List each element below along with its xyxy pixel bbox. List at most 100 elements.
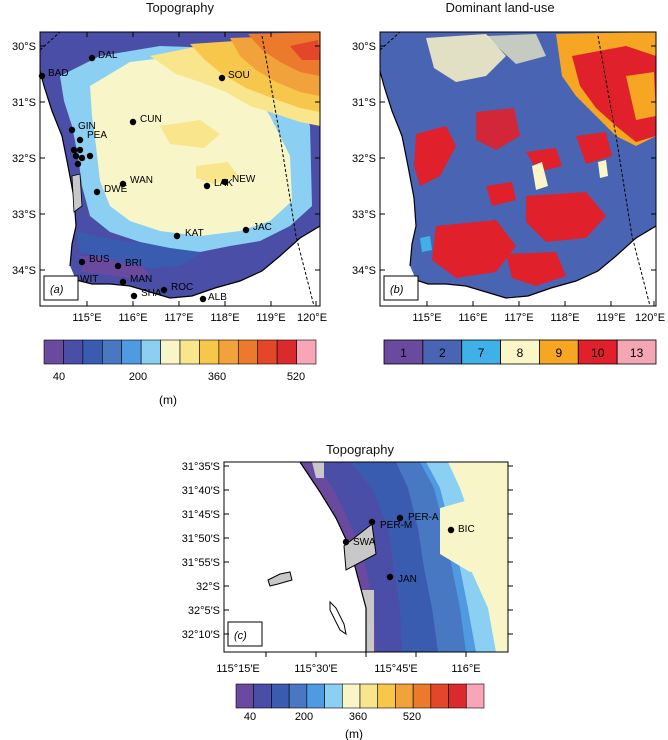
svg-text:33°S: 33°S (12, 209, 36, 221)
svg-text:32°S: 32°S (352, 153, 376, 165)
svg-text:SWA: SWA (353, 537, 376, 548)
svg-text:ROC: ROC (171, 282, 193, 293)
svg-text:119°E: 119°E (256, 312, 285, 324)
panel-c-colorbar (235, 683, 485, 709)
station-cun: CUN (129, 114, 162, 126)
svg-text:33°S: 33°S (352, 209, 376, 221)
panel-c-stations: PER-A PER-M BIC SWA JAN (342, 512, 475, 585)
colorbar-a-swatch (179, 339, 200, 365)
station-jan: JAN (386, 573, 417, 585)
panel-a-map: DAL BAD SOU CUN GIN PEA WAN DWE LAK NEW … (12, 31, 327, 407)
colorbar-a-swatch (296, 339, 317, 365)
panel-a-title: Topography (146, 0, 214, 15)
cbar-a-unit: (m) (159, 393, 177, 407)
panel-b-title: Dominant land-use (445, 0, 555, 15)
svg-text:WAN: WAN (130, 175, 153, 186)
svg-text:DAL: DAL (98, 50, 118, 61)
svg-text:30°S: 30°S (12, 41, 36, 53)
svg-text:117°E: 117°E (504, 312, 533, 324)
cbar-c-label-360: 360 (349, 711, 367, 723)
station-pea: PEA (76, 130, 107, 144)
colorbar-c-swatch (288, 683, 308, 709)
station-bic: BIC (447, 524, 475, 535)
landuse-label: 9 (556, 346, 563, 360)
colorbar-c-swatch (377, 683, 396, 709)
svg-text:ALB: ALB (208, 292, 227, 303)
colorbar-c-swatch (430, 683, 449, 709)
svg-text:31°55′S: 31°55′S (182, 557, 220, 569)
station-gin: GIN (68, 121, 96, 134)
colorbar-a-swatch (160, 339, 181, 365)
landuse-swatch (616, 339, 657, 365)
panel-c-title: Topography (326, 442, 394, 457)
station-bus: BUS (78, 254, 110, 266)
colorbar-c-swatch (324, 683, 343, 709)
colorbar-c-swatch (448, 683, 467, 709)
colorbar-c-swatch (235, 683, 255, 709)
landuse-swatch (461, 339, 501, 365)
landuse-label: 2 (439, 346, 446, 360)
colorbar-c-swatch (359, 683, 379, 709)
station-bri: BRI (114, 258, 142, 270)
colorbar-a-swatch (82, 339, 103, 365)
colorbar-a-swatch (257, 339, 278, 365)
station-roc: ROC (160, 282, 193, 294)
landuse-swatch (500, 339, 540, 365)
station-kat: KAT (173, 228, 204, 240)
svg-text:MAN: MAN (130, 274, 152, 285)
cbar-c-label-40: 40 (244, 711, 256, 723)
svg-text:PEA: PEA (87, 130, 107, 141)
svg-text:32°10′S: 32°10′S (182, 629, 220, 641)
colorbar-c-swatch (341, 683, 361, 709)
station-bad: BAD (38, 68, 69, 80)
station-sha: SHA (130, 288, 162, 300)
svg-text:116°E: 116°E (118, 312, 147, 324)
svg-text:117°E: 117°E (164, 312, 193, 324)
landuse-label: 13 (630, 346, 644, 360)
colorbar-a-swatch (43, 339, 64, 365)
cbar-c-label-520: 520 (403, 711, 421, 723)
svg-text:BIC: BIC (458, 524, 475, 535)
station-jac: JAC (242, 222, 272, 234)
cbar-c-label-200: 200 (295, 711, 313, 723)
svg-text:115°15′E: 115°15′E (216, 663, 260, 675)
svg-text:115°45′E: 115°45′E (374, 663, 418, 675)
station-per-a: PER-A (396, 512, 439, 523)
svg-text:31°45′S: 31°45′S (182, 509, 220, 521)
cbar-a-label-520: 520 (287, 371, 305, 383)
svg-text:PER-M: PER-M (380, 520, 412, 531)
svg-text:32°5′S: 32°5′S (188, 605, 220, 617)
svg-text:DWE: DWE (104, 184, 128, 195)
svg-text:34°S: 34°S (12, 265, 36, 277)
svg-text:31°50′S: 31°50′S (182, 533, 220, 545)
svg-text:NEW: NEW (232, 174, 256, 185)
colorbar-c-swatch (395, 683, 414, 709)
station-dal: DAL (88, 50, 118, 62)
colorbar-c-swatch (253, 683, 272, 709)
station-new: NEW (221, 174, 256, 186)
station-alb: ALB (199, 292, 227, 303)
svg-text:31°40′S: 31°40′S (182, 485, 220, 497)
svg-text:32°S: 32°S (12, 153, 36, 165)
svg-text:31°35′S: 31°35′S (182, 461, 220, 473)
colorbar-a-swatch (218, 339, 239, 365)
svg-text:120°E: 120°E (635, 312, 665, 324)
colorbar-c-swatch (271, 683, 290, 709)
svg-text:31°S: 31°S (352, 97, 376, 109)
cbar-a-label-200: 200 (129, 371, 147, 383)
svg-text:BUS: BUS (89, 254, 110, 265)
svg-text:115°E: 115°E (72, 312, 101, 324)
cbar-a-label-360: 360 (208, 371, 226, 383)
panel-c-tag: (c) (234, 630, 247, 642)
svg-text:JAC: JAC (253, 222, 272, 233)
station-swa: SWA (342, 537, 376, 548)
svg-text:KAT: KAT (185, 228, 204, 239)
svg-text:34°S: 34°S (352, 265, 376, 277)
svg-text:118°E: 118°E (550, 312, 579, 324)
landuse-swatch (383, 339, 424, 365)
landuse-swatch (577, 339, 618, 365)
panel-a-tag: (a) (50, 284, 64, 296)
station-per-m: PER-M (368, 518, 412, 531)
cbar-a-label-40: 40 (53, 371, 65, 383)
colorbar-a-swatch (237, 339, 259, 365)
